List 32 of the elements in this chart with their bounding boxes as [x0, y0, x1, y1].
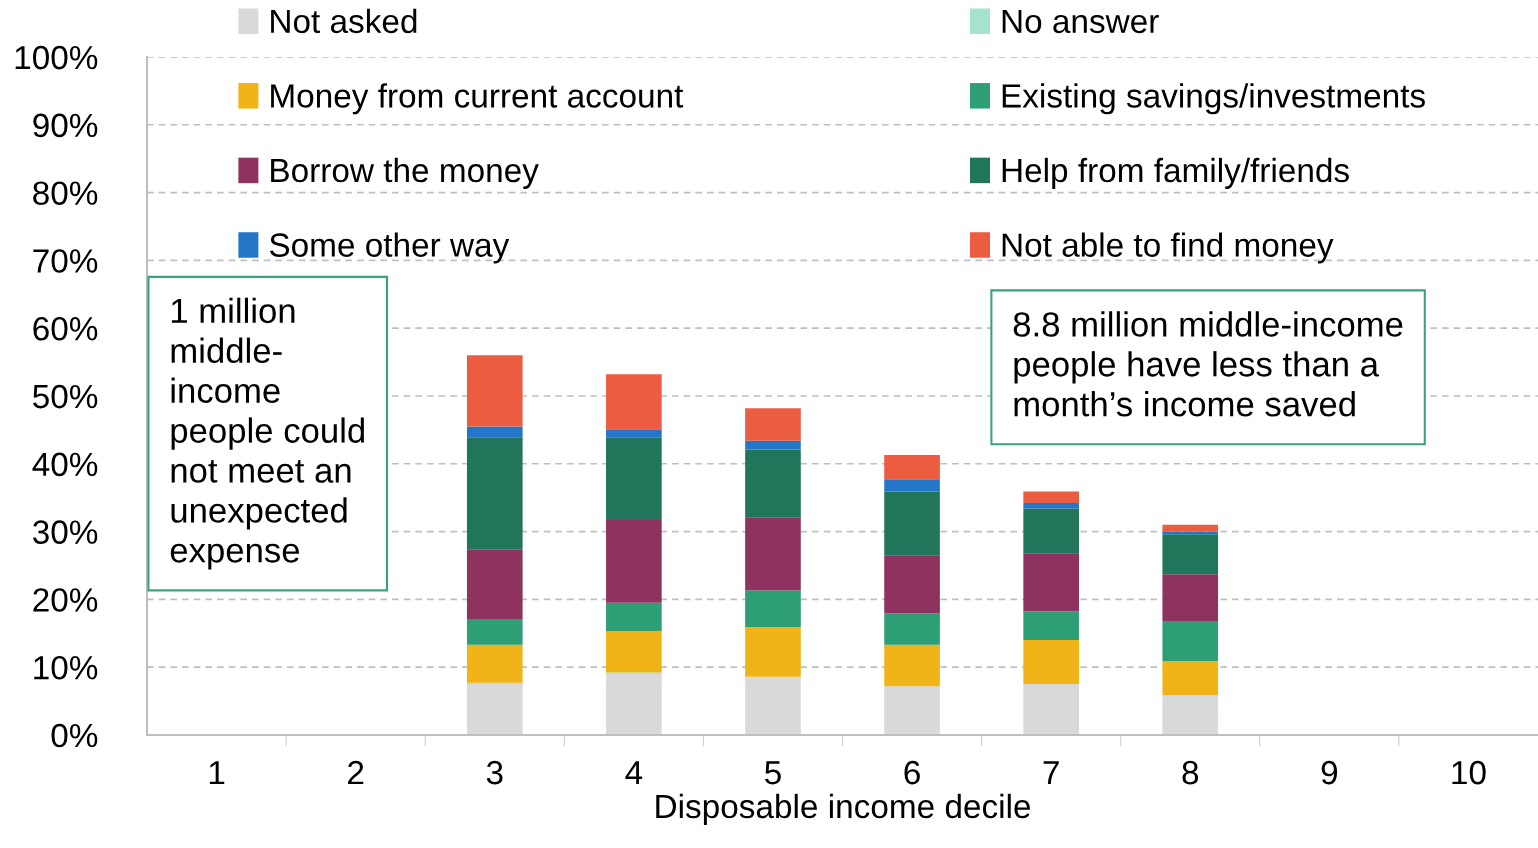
- legend-label: Some other way: [269, 232, 510, 264]
- x-tick-label: 6: [904, 760, 920, 785]
- legend-label: Help from family/friends: [1002, 157, 1349, 189]
- x-tick-label: 3: [486, 760, 503, 785]
- y-tick-label: 10%: [34, 655, 98, 680]
- annotation: 8.8 million middle-income people have less than a month’s income saved: [1013, 311, 1403, 417]
- y-tick-label: 70%: [33, 249, 98, 273]
- x-tick-label: 1: [209, 761, 225, 785]
- x-tick-label: 7: [1043, 761, 1059, 785]
- legend-label: Borrow the money: [271, 157, 539, 189]
- y-tick-label: 60%: [33, 316, 98, 341]
- legend-label: Existing savings/investments: [1002, 83, 1425, 115]
- x-tick-label: 9: [1321, 760, 1338, 785]
- legend-label: Money from current account: [271, 83, 684, 115]
- y-tick-label: 90%: [33, 113, 98, 138]
- y-tick-label: 100%: [15, 45, 98, 70]
- legend-label: No answer: [1002, 9, 1159, 34]
- x-tick-label: 5: [765, 761, 781, 785]
- y-tick-label: 50%: [33, 384, 98, 409]
- y-tick-label: 0%: [51, 723, 98, 748]
- x-tick-label: 2: [348, 760, 364, 785]
- x-tick-label: 10: [1452, 760, 1486, 785]
- y-tick-label: 20%: [33, 588, 98, 612]
- legend-label: Not asked: [271, 8, 417, 34]
- x-tick-label: 4: [625, 761, 643, 785]
- x-tick-label: 8: [1182, 760, 1199, 785]
- annotation: 1 million middle- income people could not meet an unexpected expense: [170, 297, 364, 570]
- y-tick-label: 40%: [32, 452, 98, 477]
- y-tick-label: 30%: [32, 520, 98, 544]
- legend-label: Not able to find money: [1002, 232, 1334, 264]
- y-tick-label: 80%: [33, 181, 98, 205]
- x-axis-title: Disposable income decile: [656, 793, 1031, 825]
